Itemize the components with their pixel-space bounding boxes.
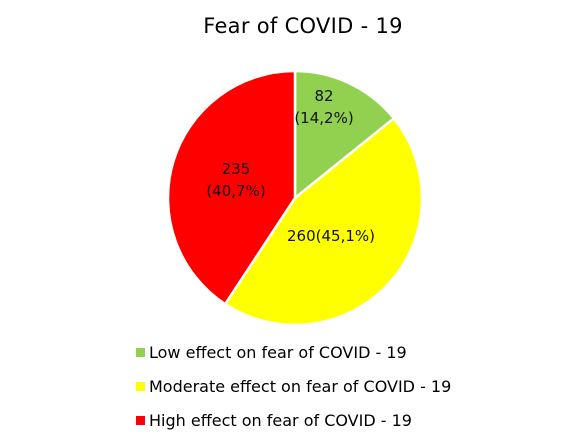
chart-title: Fear of COVID - 19	[203, 14, 403, 38]
pie-chart: 82 (14,2%) 260(45,1%) 235 (40,7%)	[166, 69, 424, 327]
legend-label: Low effect on fear of COVID - 19	[149, 342, 407, 362]
legend-swatch	[136, 415, 145, 425]
pie-slice	[223, 117, 424, 327]
pie-slice	[293, 69, 396, 200]
legend-item: High effect on fear of COVID - 19	[136, 403, 451, 437]
legend-swatch	[136, 381, 145, 391]
legend-swatch	[136, 347, 145, 357]
legend-label: Moderate effect on fear of COVID - 19	[149, 376, 452, 396]
legend-item: Low effect on fear of COVID - 19	[136, 335, 451, 369]
slice-data-label: 82 (14,2%)	[294, 87, 353, 127]
slice-data-label: 260(45,1%)	[287, 227, 375, 245]
legend-label: High effect on fear of COVID - 19	[149, 410, 412, 430]
slice-data-label: 235 (40,7%)	[206, 160, 265, 200]
legend: Low effect on fear of COVID - 19 Moderate…	[136, 335, 451, 437]
legend-item: Moderate effect on fear of COVID - 19	[136, 369, 451, 403]
pie-slice	[166, 69, 297, 306]
